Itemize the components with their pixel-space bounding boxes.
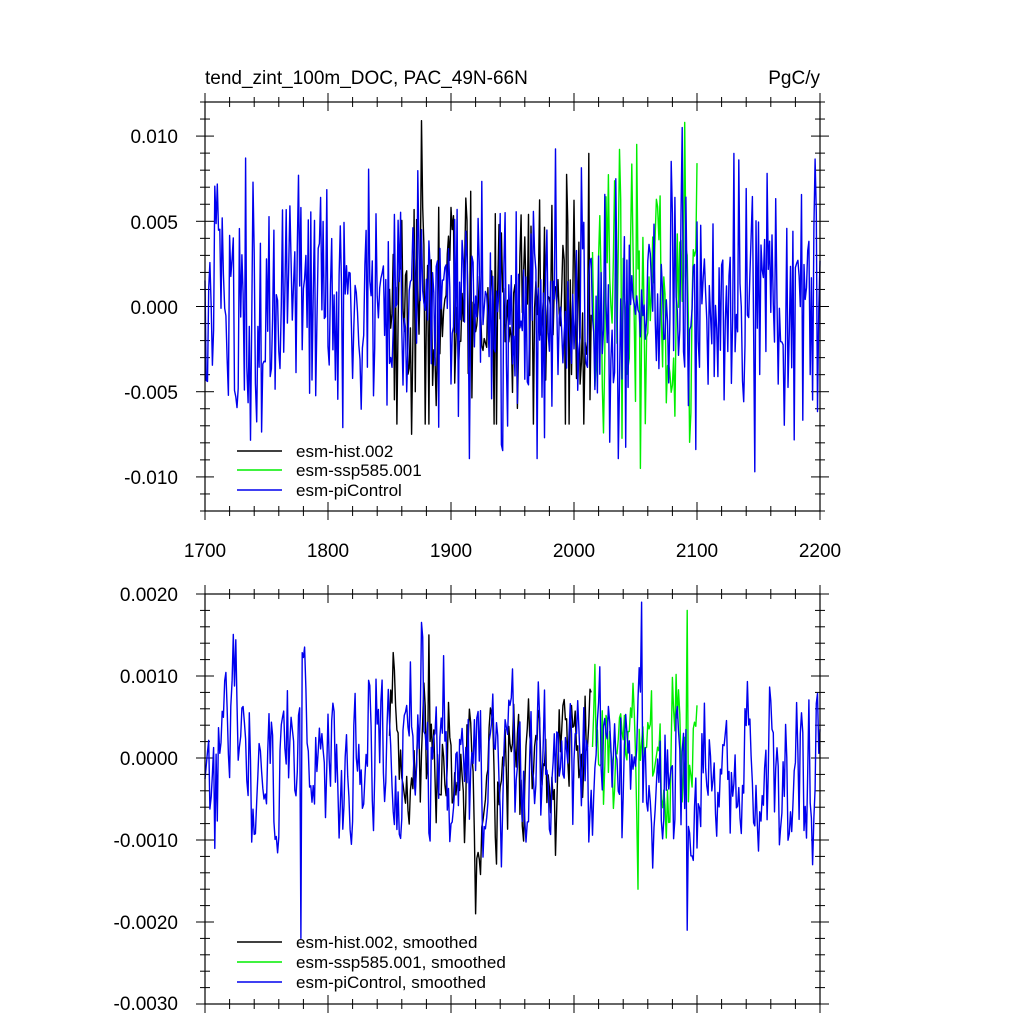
legend-label-picontrol-smoothed: esm-piControl, smoothed: [296, 973, 486, 992]
x-tick-label: 2200: [799, 541, 841, 562]
series-line-esm-picontrol: [204, 126, 821, 473]
top-panel-legend: esm-hist.002 esm-ssp585.001 esm-piContro…: [237, 442, 422, 500]
top-panel-frame: [204, 101, 821, 512]
x-tick-label: 2100: [676, 541, 718, 562]
y-tick-label: 0.000: [130, 298, 178, 319]
top-panel: tend_zint_100m_DOC, PAC_49N-66N PgC/y 0.…: [124, 68, 841, 562]
y-tick-label: 0.0020: [120, 585, 178, 606]
y-tick-label: -0.010: [124, 468, 178, 489]
legend-label-ssp585: esm-ssp585.001: [296, 461, 422, 480]
legend-label-hist: esm-hist.002: [296, 442, 393, 461]
bottom-panel-series: [204, 601, 821, 940]
top-panel-units: PgC/y: [768, 68, 820, 89]
y-tick-label: -0.0020: [114, 913, 178, 934]
y-tick-label: 0.0010: [120, 667, 178, 688]
legend-label-picontrol: esm-piControl: [296, 481, 402, 500]
top-panel-series: [204, 120, 821, 473]
bottom-panel-y-tick-labels: 0.0020 0.0010 0.0000 -0.0010 -0.0020 -0.…: [114, 585, 178, 1015]
y-tick-label: 0.0000: [120, 749, 178, 770]
top-panel-x-tick-labels: 1700 1800 1900 2000 2100 2200: [184, 541, 841, 562]
series-line-esm-picontrol: [204, 601, 821, 940]
bottom-panel-legend: esm-hist.002, smoothed esm-ssp585.001, s…: [237, 933, 506, 992]
top-panel-title: tend_zint_100m_DOC, PAC_49N-66N: [205, 68, 528, 89]
bottom-panel-ticks: [196, 585, 829, 1013]
legend-label-hist-smoothed: esm-hist.002, smoothed: [296, 933, 477, 952]
series-line-esm-hist-002: [388, 634, 592, 915]
series-line-esm-ssp585-001: [591, 121, 698, 470]
x-tick-label: 1700: [184, 541, 226, 562]
y-tick-label: -0.0010: [114, 831, 178, 852]
x-tick-label: 1900: [430, 541, 472, 562]
bottom-panel: 0.0020 0.0010 0.0000 -0.0010 -0.0020 -0.…: [114, 585, 829, 1015]
y-tick-label: 0.005: [130, 213, 178, 234]
legend-label-ssp585-smoothed: esm-ssp585.001, smoothed: [296, 953, 506, 972]
y-tick-label: -0.005: [124, 383, 178, 404]
y-tick-label: -0.0030: [114, 994, 178, 1015]
y-tick-label: 0.010: [130, 127, 178, 148]
x-tick-label: 2000: [553, 541, 595, 562]
top-panel-y-tick-labels: 0.010 0.005 0.000 -0.005 -0.010: [124, 127, 178, 489]
bottom-panel-frame: [204, 593, 821, 1005]
x-tick-label: 1800: [307, 541, 349, 562]
